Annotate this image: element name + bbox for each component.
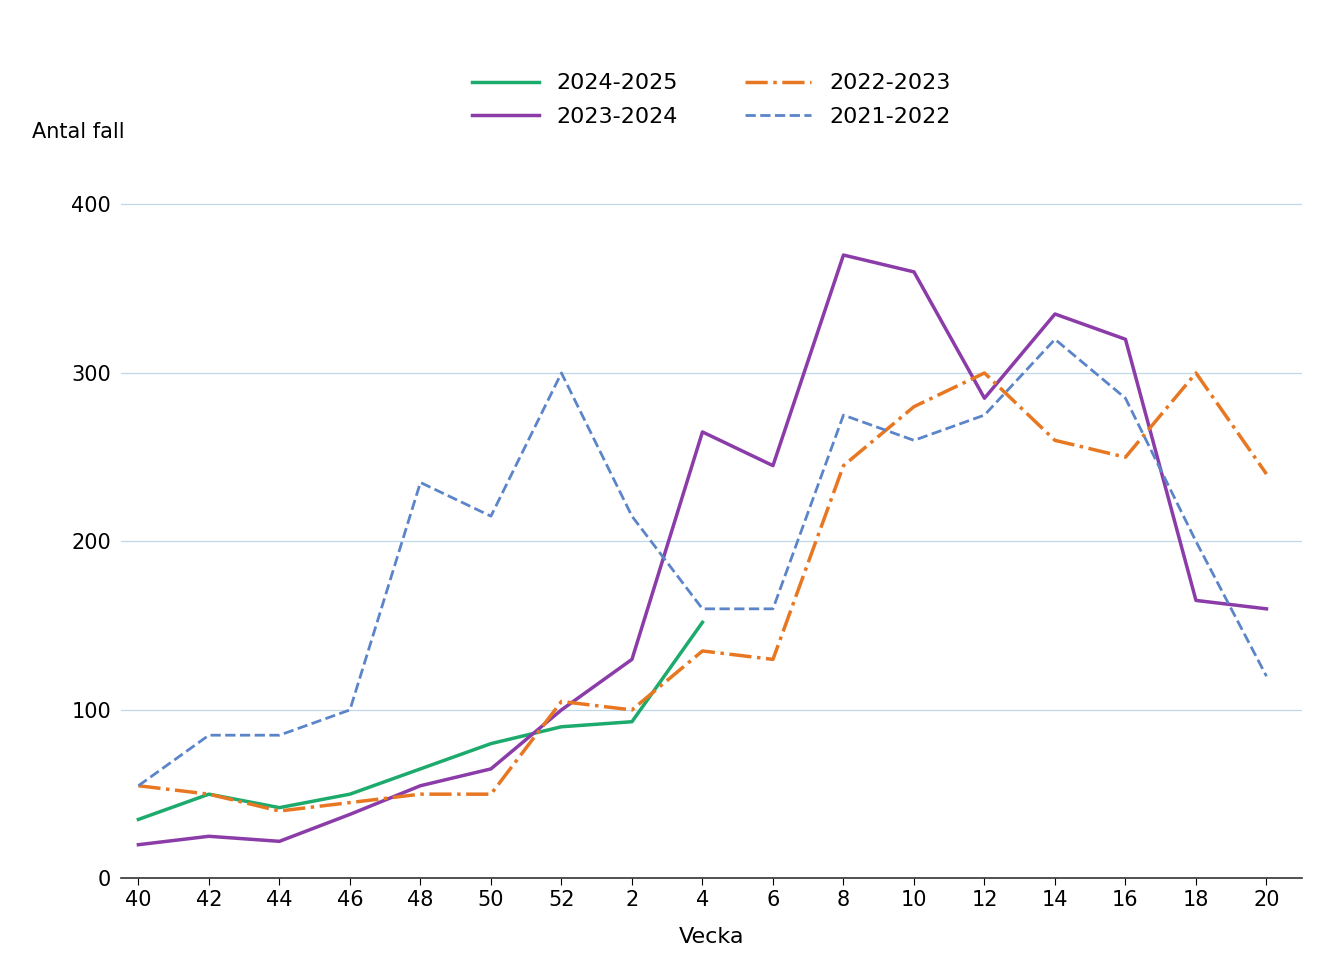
Text: Antal fall: Antal fall bbox=[32, 123, 125, 142]
X-axis label: Vecka: Vecka bbox=[679, 927, 743, 947]
Legend: 2024-2025, 2023-2024, 2022-2023, 2021-2022: 2024-2025, 2023-2024, 2022-2023, 2021-20… bbox=[463, 64, 960, 136]
